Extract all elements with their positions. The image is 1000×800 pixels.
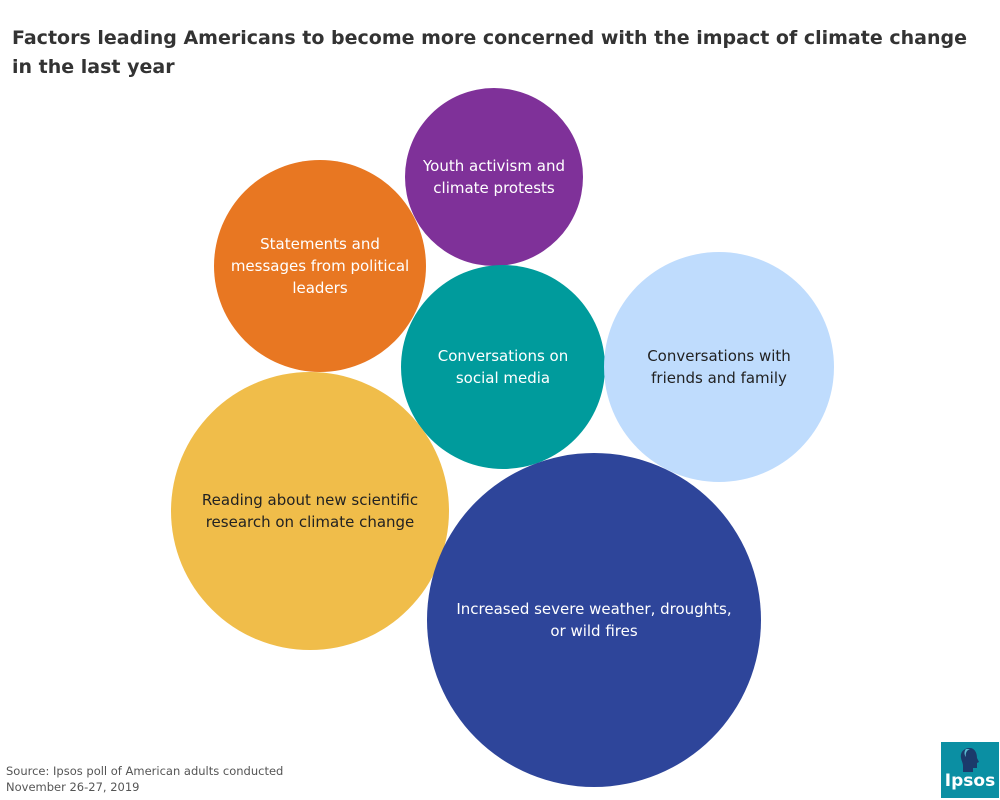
bubble-label: Increased severe weather, droughts, or wi…: [456, 600, 731, 640]
logo-head-icon: [960, 748, 979, 772]
bubble-label: Youth activism and climate protests: [422, 157, 565, 197]
logo-text: Ipsos: [944, 771, 996, 791]
bubble-label: Reading about new scientific research on …: [202, 491, 418, 531]
chart-title: Factors leading Americans to become more…: [12, 27, 967, 78]
bubble-label: Conversations with friends and family: [647, 347, 791, 387]
bubble-circle: [214, 160, 426, 372]
bubble-1: Youth activism and climate protests: [405, 88, 583, 266]
bubble-circle: [405, 88, 583, 266]
bubble-4: Conversations with friends and family: [604, 252, 834, 482]
bubble-5: Reading about new scientific research on …: [171, 372, 449, 650]
bubble-circle: [604, 252, 834, 482]
bubble-circle: [427, 453, 761, 787]
bubble-2: Statements and messages from political lea…: [214, 160, 426, 372]
bubble-3: Conversations on social media: [401, 265, 605, 469]
source-line-2: November 26-27, 2019: [6, 780, 140, 794]
bubble-circle: [171, 372, 449, 650]
bubble-circle: [401, 265, 605, 469]
bubble-label: Statements and messages from political lea…: [231, 235, 409, 297]
source-note: Source: Ipsos poll of American adults co…: [6, 763, 306, 795]
bubble-label: Conversations on social media: [438, 347, 568, 387]
bubble-6: Increased severe weather, droughts, or wi…: [427, 453, 761, 787]
ipsos-logo: Ipsos: [941, 742, 999, 798]
source-line-1: Source: Ipsos poll of American adults co…: [6, 764, 284, 778]
